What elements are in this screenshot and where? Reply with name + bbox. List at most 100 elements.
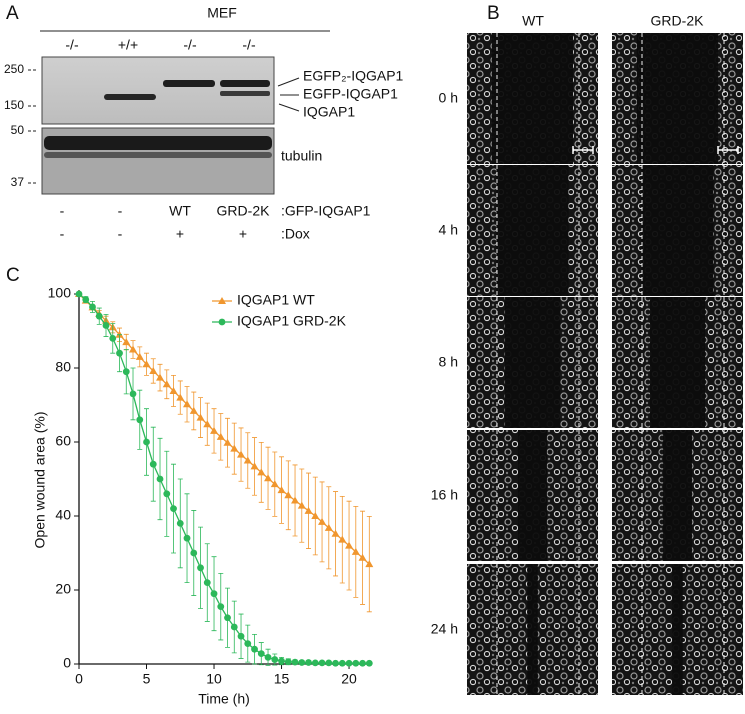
data-point (163, 490, 171, 498)
wound (527, 564, 538, 695)
condition-label: :GFP-IQGAP1 (281, 203, 371, 219)
data-point (318, 517, 327, 525)
data-point (216, 432, 225, 440)
data-point (82, 296, 90, 303)
wound (496, 165, 569, 296)
data-point (345, 541, 354, 549)
data-point (142, 360, 151, 368)
condition: + (239, 226, 247, 242)
y-tick-label: 100 (48, 285, 72, 301)
data-point (224, 614, 231, 622)
scale-bar (717, 146, 739, 154)
legend-label: IQGAP1 WT (237, 292, 315, 308)
mw-marker: 150 (4, 98, 24, 112)
panel-label: A (6, 3, 19, 24)
data-point (129, 345, 138, 353)
data-point (203, 579, 211, 586)
data-point (95, 312, 103, 320)
data-point (196, 413, 205, 421)
data-point (298, 659, 306, 666)
series-line (78, 293, 370, 664)
condition: - (60, 203, 65, 219)
data-point (89, 303, 96, 311)
y-tick-label: 20 (55, 581, 71, 597)
data-point (217, 603, 225, 611)
band-arrows (277, 77, 300, 112)
data-point (331, 529, 340, 537)
data-point (230, 623, 238, 631)
x-tick-label: 20 (341, 671, 357, 687)
data-point (210, 590, 218, 598)
band (44, 136, 272, 150)
wound (504, 297, 561, 428)
data-point (305, 659, 312, 666)
data-point (324, 523, 333, 531)
wound (636, 33, 719, 164)
data-point (197, 564, 204, 572)
panel-label: B (487, 3, 500, 24)
band-label: EGFP-IQGAP1 (303, 86, 398, 102)
genotype: -/- (183, 37, 197, 53)
row-label: 24 h (431, 621, 458, 637)
y-tick-label: 80 (55, 359, 71, 375)
data-point (102, 322, 110, 329)
row-label: 0 h (439, 90, 458, 106)
group-label: MEF (207, 5, 237, 21)
legend-marker (218, 297, 226, 304)
data-point (136, 416, 144, 424)
wound (663, 430, 692, 561)
data-point (203, 420, 212, 428)
condition: WT (169, 203, 191, 219)
wound (641, 165, 714, 296)
data-point (143, 438, 150, 446)
data-point (156, 373, 165, 381)
data-point (278, 657, 285, 665)
data-point (244, 640, 252, 648)
data-point (170, 505, 177, 512)
data-point (156, 475, 164, 483)
band (163, 80, 215, 87)
panel-label: C (6, 265, 20, 286)
data-point (358, 553, 367, 561)
x-axis-label: Time (h) (198, 691, 250, 707)
x-tick-label: 10 (206, 671, 222, 687)
data-point (250, 462, 259, 470)
condition: GRD-2K (217, 203, 271, 219)
data-point (129, 390, 137, 398)
loading-label: tubulin (281, 148, 322, 164)
y-tick-label: 0 (63, 655, 71, 671)
data-point (257, 468, 266, 476)
condition-label: :Dox (281, 226, 310, 242)
data-point (297, 501, 306, 509)
data-point (365, 560, 374, 568)
data-point (109, 335, 117, 342)
condition: + (176, 226, 184, 242)
data-point (183, 400, 192, 408)
data-point (116, 349, 123, 357)
data-point (149, 366, 158, 374)
data-point (149, 460, 157, 468)
data-point (271, 656, 279, 663)
condition: - (60, 226, 65, 242)
data-point (176, 393, 185, 401)
scale-bar (572, 146, 594, 154)
data-point (332, 659, 339, 667)
mw-marker: 37 (11, 175, 25, 189)
genotype: -/- (65, 37, 79, 53)
genotype: +/+ (118, 37, 138, 53)
x-tick-label: 15 (274, 671, 290, 687)
data-point (75, 290, 83, 298)
data-point (325, 659, 333, 667)
blot-upper (41, 56, 275, 125)
data-point (264, 653, 272, 661)
marker-ticks (28, 69, 38, 184)
legend-label: IQGAP1 GRD-2K (237, 313, 347, 329)
condition: - (118, 203, 123, 219)
column-label: WT (522, 13, 544, 29)
data-point (210, 426, 219, 434)
data-point (352, 659, 360, 667)
data-point (359, 659, 366, 667)
data-point (115, 330, 124, 338)
x-tick-label: 5 (143, 671, 151, 687)
